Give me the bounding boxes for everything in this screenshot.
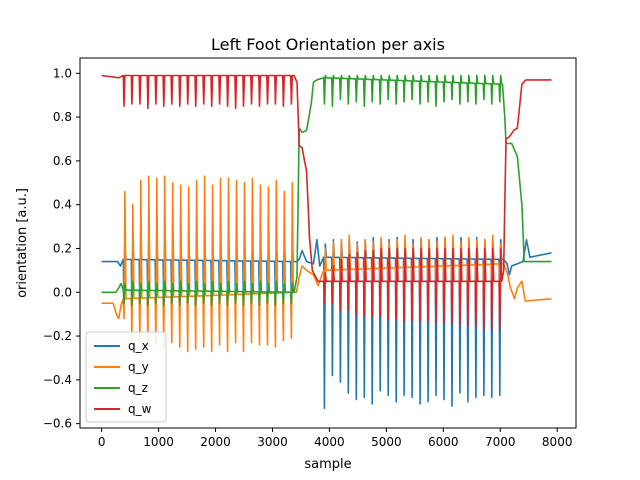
y-tick-label: 0.0 — [53, 285, 72, 299]
legend-label: q_x — [128, 339, 149, 353]
x-tick-label: 6000 — [428, 435, 459, 449]
legend-box — [85, 331, 167, 423]
chart-title: Left Foot Orientation per axis — [211, 35, 445, 54]
y-tick-label: 1.0 — [53, 66, 72, 80]
series-line-q-y — [101, 175, 552, 353]
x-axis: 0 1000 2000 3000 4000 5000 6000 7000 8000 — [98, 428, 573, 449]
y-tick-label: 0.2 — [53, 241, 72, 255]
legend-label: q_y — [128, 360, 149, 374]
y-axis: −0.6 −0.4 −0.2 0.0 0.2 0.4 0.6 0.8 1.0 — [43, 66, 80, 431]
x-tick-label: 8000 — [542, 435, 573, 449]
y-tick-label: −0.4 — [43, 373, 72, 387]
y-tick-label: 0.8 — [53, 110, 72, 124]
x-tick-label: 1000 — [143, 435, 174, 449]
series-line-q-x — [101, 236, 552, 410]
y-tick-label: −0.6 — [43, 417, 72, 431]
x-tick-label: 3000 — [257, 435, 288, 449]
plot-frame — [79, 57, 577, 429]
x-tick-label: 2000 — [200, 435, 231, 449]
y-axis-label: orientation [a.u.] — [15, 188, 30, 298]
x-axis-label: sample — [304, 457, 351, 472]
x-tick-label: 0 — [98, 435, 106, 449]
y-tick-label: 0.6 — [53, 154, 72, 168]
x-tick-label: 7000 — [485, 435, 516, 449]
x-tick-label: 5000 — [371, 435, 402, 449]
x-tick-label: 4000 — [314, 435, 345, 449]
plot-lines — [101, 74, 552, 410]
legend: q_x q_y q_z q_w — [85, 331, 167, 423]
legend-label: q_w — [128, 402, 152, 416]
y-tick-label: −0.2 — [43, 329, 72, 343]
legend-label: q_z — [128, 381, 148, 395]
series-line-q-z — [101, 74, 552, 307]
y-tick-label: 0.4 — [53, 198, 72, 212]
series-line-q-w — [101, 74, 552, 331]
